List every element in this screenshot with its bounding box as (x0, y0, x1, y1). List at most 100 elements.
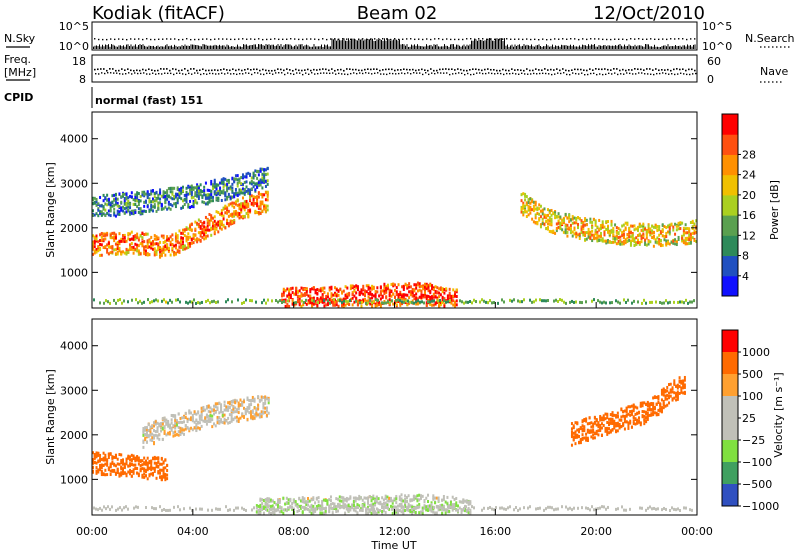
velocity-cell (305, 503, 308, 507)
velocity-cell (200, 418, 203, 422)
power-cell (524, 209, 527, 213)
power-cell (408, 296, 411, 300)
nsearch-bar (472, 40, 474, 49)
nsearch-bar (219, 44, 220, 49)
velocity-cell (207, 414, 210, 418)
power-cell (263, 203, 266, 207)
power-cell (670, 240, 673, 244)
power-cell (167, 246, 170, 250)
power-cell (143, 245, 146, 249)
power-cell (529, 208, 532, 212)
power-cell (631, 234, 634, 238)
power-cell (356, 287, 359, 291)
power-cell (304, 292, 307, 296)
nsearch-bar (490, 38, 492, 49)
power-cell (638, 225, 641, 229)
nsky-dot (402, 38, 404, 40)
power-cell (418, 282, 421, 286)
power-cell (321, 288, 324, 292)
power-cell (668, 223, 671, 227)
power-cell (422, 293, 425, 297)
nsearch-bar (640, 45, 642, 49)
freq-dot (130, 69, 132, 72)
power-cell (561, 298, 563, 302)
power-cell (190, 237, 193, 241)
nave-dot (125, 73, 127, 75)
velocity-cell (405, 505, 408, 509)
power-cell (159, 188, 162, 192)
nave-dot (611, 73, 613, 75)
power-cell (619, 301, 621, 305)
velocity-cell (188, 417, 191, 421)
power-cell (153, 205, 156, 209)
nsearch-bar (451, 44, 453, 49)
velocity-cell (207, 419, 210, 423)
velocity-cell (246, 409, 249, 413)
velocity-cell (398, 508, 401, 512)
power-colorbar-label: Power [dB] (768, 180, 781, 240)
nsearch-bar (576, 46, 577, 49)
power-cell (605, 220, 608, 224)
velocity-cell (204, 416, 207, 420)
power-cell (418, 295, 421, 299)
nsky-dot (550, 38, 552, 41)
power-cell (264, 190, 267, 194)
power-cell (151, 200, 154, 204)
power-cell (125, 195, 128, 199)
velocity-cell (404, 497, 407, 501)
power-cell (116, 252, 119, 256)
nsky-dot (226, 38, 228, 40)
power-cell (215, 197, 218, 201)
power-cell (207, 298, 209, 302)
nsearch-bar (651, 46, 652, 49)
power-cell (263, 207, 266, 211)
nave-dot (473, 73, 475, 76)
power-cell (378, 302, 381, 306)
nsky-dot (614, 38, 616, 40)
power-cell (160, 254, 163, 258)
power-cell (425, 294, 428, 298)
nave-dot (122, 73, 124, 75)
power-cell (543, 213, 546, 217)
power-cell (644, 238, 647, 242)
velocity-cell (250, 398, 253, 402)
power-cell (401, 297, 404, 301)
power-cell (236, 191, 239, 195)
power-cell (169, 186, 172, 190)
velocity-cell (303, 507, 306, 511)
nsearch-bar (498, 39, 499, 49)
power-cell (577, 222, 580, 226)
power-cell (213, 181, 216, 185)
power-cell (688, 241, 691, 245)
nsky-dot (338, 38, 340, 41)
nsearch-bar (145, 46, 147, 49)
nsearch-bar (694, 44, 696, 49)
power-cell (643, 298, 645, 302)
nave-dot (656, 72, 658, 75)
freq-dot (589, 68, 591, 70)
power-cell (450, 298, 453, 302)
power-cell (151, 189, 154, 193)
velocity-cell (374, 497, 377, 501)
power-cell (610, 219, 613, 223)
velocity-cell (163, 419, 166, 423)
power-cell (564, 231, 567, 235)
nsearch-bar (384, 38, 385, 49)
power-cell (194, 227, 197, 231)
power-cell (615, 226, 618, 230)
power-cell (522, 192, 525, 196)
power-cell (418, 285, 421, 289)
power-cell (190, 241, 193, 245)
velocity-cell (405, 496, 408, 500)
power-cell (263, 174, 266, 178)
power-cell (536, 208, 539, 212)
velocity-cell (153, 421, 156, 425)
power-cell (97, 214, 100, 218)
velocity-cell (331, 511, 334, 515)
power-cell (432, 303, 435, 307)
power-cell (132, 202, 135, 206)
freq-dot (619, 69, 621, 72)
power-cell (95, 250, 98, 254)
power-cell (185, 195, 188, 199)
nsearch-bar (661, 46, 663, 49)
